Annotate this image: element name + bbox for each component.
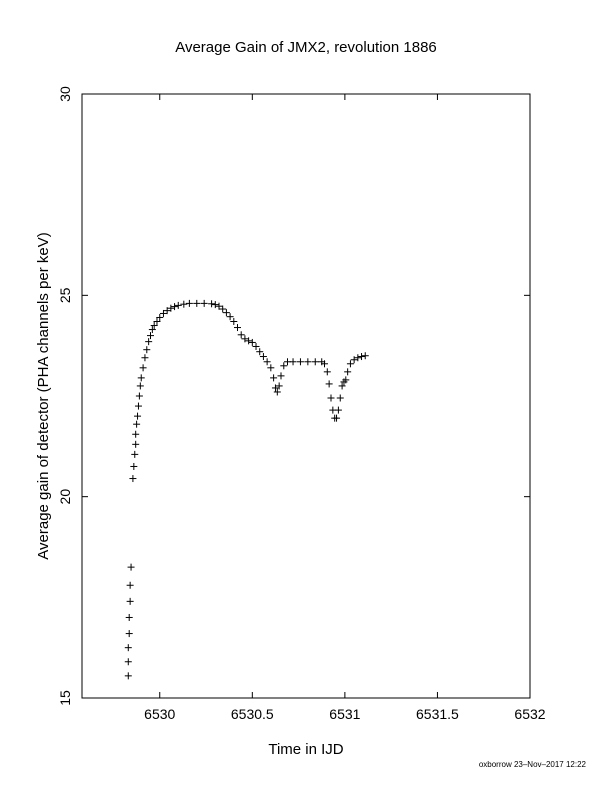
data-point: [346, 360, 354, 368]
data-point: [333, 414, 341, 422]
data-point: [167, 304, 175, 312]
data-point: [226, 313, 234, 321]
data-point: [129, 475, 137, 483]
data-point: [259, 353, 267, 361]
data-point: [334, 406, 342, 414]
data-point: [127, 563, 135, 571]
data-point: [133, 420, 141, 428]
data-point: [134, 412, 142, 420]
y-tick-label: 20: [57, 489, 73, 505]
data-point: [150, 322, 158, 330]
y-tick-label: 30: [57, 86, 73, 102]
data-point: [130, 462, 138, 470]
data-point: [124, 644, 132, 652]
data-point: [327, 394, 335, 402]
x-tick-label: 6532: [514, 706, 545, 722]
data-point: [270, 374, 278, 382]
data-point: [143, 346, 151, 354]
data-point: [263, 358, 271, 366]
data-point: [124, 672, 132, 680]
y-axis-ticks: [82, 93, 530, 699]
data-point: [271, 384, 279, 392]
data-point: [132, 440, 140, 448]
data-point: [131, 450, 139, 458]
data-point: [124, 658, 132, 666]
data-point: [338, 382, 346, 390]
data-point: [153, 318, 161, 326]
data-point: [137, 374, 145, 382]
y-axis-label: Average gain of detector (PHA channels p…: [35, 232, 52, 559]
x-tick-label: 6531: [329, 706, 360, 722]
data-point: [134, 402, 142, 410]
data-point: [267, 364, 275, 372]
chart-title: Average Gain of JMX2, revolution 1886: [175, 39, 437, 56]
x-tick-label: 6531.5: [416, 706, 459, 722]
data-point: [234, 324, 242, 332]
data-point: [163, 307, 171, 315]
x-axis-tick-labels: 6530 6530.5 6531 6531.5 6532: [144, 706, 546, 722]
x-tick-label: 6530: [144, 706, 175, 722]
data-point: [354, 354, 362, 362]
data-point: [350, 356, 358, 364]
data-point: [185, 299, 193, 307]
data-point: [358, 353, 366, 361]
data-point: [211, 301, 219, 309]
x-axis-label: Time in IJD: [268, 741, 343, 758]
data-point: [159, 309, 167, 317]
data-point: [135, 392, 143, 400]
data-point: [237, 331, 245, 339]
data-series: [124, 299, 369, 680]
data-point: [219, 305, 227, 313]
data-point: [342, 376, 350, 384]
data-point: [171, 303, 179, 311]
data-point: [132, 430, 140, 438]
data-point: [136, 382, 144, 390]
data-point: [336, 394, 344, 402]
data-point: [273, 388, 281, 396]
data-point: [125, 630, 133, 638]
data-point: [344, 368, 352, 376]
data-point: [248, 338, 256, 346]
data-point: [139, 364, 147, 372]
data-point: [323, 368, 331, 376]
data-point: [141, 354, 149, 362]
data-point: [230, 318, 238, 326]
data-point: [125, 613, 133, 621]
x-axis-ticks: [159, 94, 531, 698]
data-point: [222, 309, 230, 317]
plot-frame: [81, 93, 531, 699]
data-point: [180, 300, 188, 308]
data-point: [277, 372, 285, 380]
data-point: [275, 382, 283, 390]
data-point: [126, 581, 134, 589]
data-point: [304, 358, 312, 366]
data-point: [252, 342, 260, 350]
data-point: [361, 352, 369, 360]
data-point: [311, 358, 319, 366]
data-point: [146, 332, 154, 340]
data-point: [241, 335, 249, 343]
data-point: [256, 348, 264, 356]
data-point: [208, 300, 216, 308]
data-point: [193, 299, 201, 307]
data-point: [145, 338, 153, 346]
data-point: [156, 313, 164, 321]
data-point: [280, 362, 288, 370]
data-point: [126, 597, 134, 605]
y-tick-label: 25: [57, 287, 73, 303]
data-point: [245, 337, 253, 345]
data-point: [215, 302, 223, 310]
y-tick-label: 15: [57, 690, 73, 706]
data-point: [200, 299, 208, 307]
data-point: [325, 380, 333, 388]
data-point: [296, 358, 304, 366]
data-point: [321, 360, 329, 368]
data-point: [289, 358, 297, 366]
data-point: [148, 326, 156, 334]
x-tick-label: 6530.5: [231, 706, 274, 722]
y-axis-tick-labels: 15 20 25 30: [57, 86, 73, 706]
author-timestamp: oxborrow 23–Nov–2017 12:22: [479, 760, 587, 769]
data-point: [174, 301, 182, 309]
